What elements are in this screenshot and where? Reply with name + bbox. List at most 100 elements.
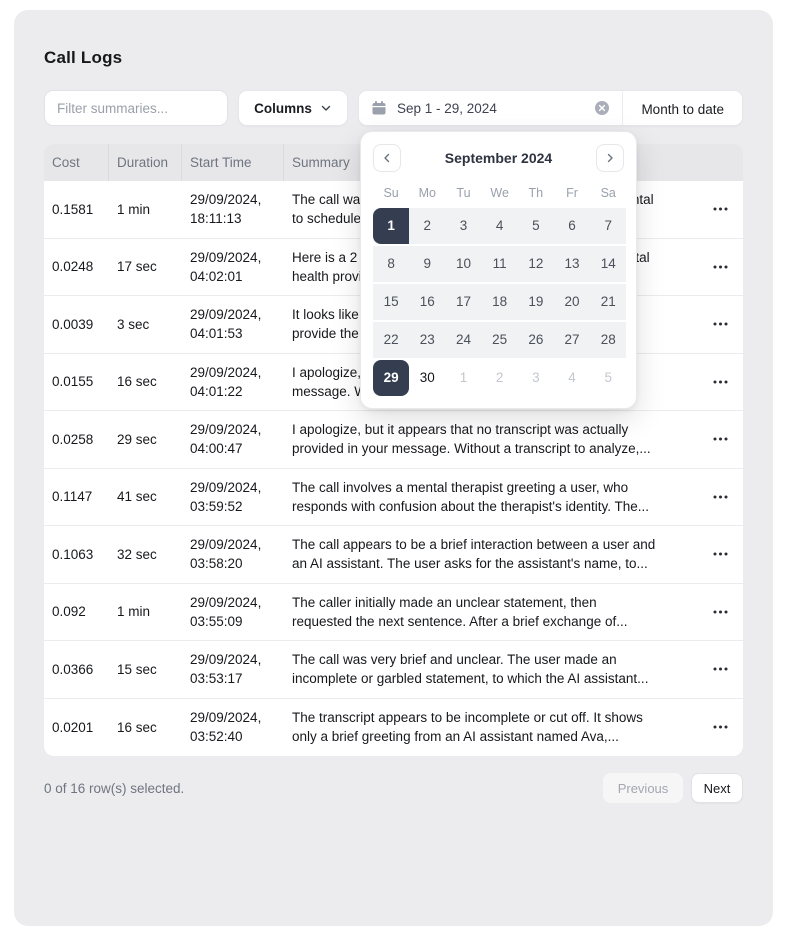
table-row[interactable]: 0.1147 41 sec 29/09/2024, 03:59:52 The ca… [44, 468, 743, 526]
ellipsis-icon [713, 552, 728, 556]
row-actions-menu-button[interactable] [706, 540, 734, 568]
calendar-day[interactable]: 4 [481, 208, 518, 244]
table-row[interactable]: 0.1063 32 sec 29/09/2024, 03:58:20 The ca… [44, 526, 743, 584]
cost-cell: 0.0201 [52, 719, 94, 735]
calendar-day[interactable]: 14 [590, 246, 627, 282]
weekday-label: Th [528, 186, 544, 200]
calendar-day[interactable]: 22 [373, 322, 410, 358]
clear-date-icon[interactable] [594, 100, 610, 116]
duration-cell: 16 sec [117, 374, 157, 390]
calendar-day[interactable]: 20 [553, 284, 591, 320]
row-actions-cell [689, 713, 743, 741]
duration-cell: 32 sec [117, 546, 157, 562]
ellipsis-icon [713, 380, 728, 384]
calendar-day[interactable]: 2 [495, 370, 504, 385]
row-actions-cell [689, 540, 743, 568]
pagination: Previous Next [603, 773, 743, 803]
calendar-day[interactable]: 3 [532, 370, 540, 385]
cost-cell: 0.0155 [52, 374, 94, 390]
ellipsis-icon [713, 610, 728, 614]
calendar-day[interactable]: 17 [445, 284, 482, 320]
weekday-label: Fr [566, 186, 578, 200]
ellipsis-icon [713, 667, 728, 671]
row-actions-menu-button[interactable] [706, 655, 734, 683]
row-actions-menu-button[interactable] [706, 253, 734, 281]
calendar-day[interactable]: 11 [481, 246, 518, 282]
next-page-button[interactable]: Next [691, 773, 743, 803]
table-row[interactable]: 0.092 1 min 29/09/2024, 03:55:09 The call… [44, 583, 743, 641]
columns-button[interactable]: Columns [238, 90, 348, 126]
calendar-day[interactable]: 29 [373, 360, 410, 396]
next-month-button[interactable] [596, 144, 624, 172]
date-range-button[interactable]: Sep 1 - 29, 2024 [359, 91, 624, 125]
calendar-day[interactable]: 27 [553, 322, 591, 358]
duration-cell: 17 sec [117, 259, 157, 275]
calendar-day[interactable]: 6 [553, 208, 591, 244]
month-to-date-label: Month to date [641, 101, 724, 117]
calendar-day[interactable]: 24 [445, 322, 482, 358]
calendar-day[interactable]: 5 [517, 208, 554, 244]
row-actions-menu-button[interactable] [706, 195, 734, 223]
calendar-day[interactable]: 19 [517, 284, 554, 320]
ellipsis-icon [713, 207, 728, 211]
start-time-cell: 29/09/2024, 03:59:52 [190, 479, 262, 514]
previous-page-button[interactable]: Previous [603, 773, 683, 803]
calendar-day[interactable]: 28 [590, 322, 627, 358]
calendar-day[interactable]: 3 [445, 208, 482, 244]
calendar-day[interactable]: 13 [553, 246, 591, 282]
calendar-day[interactable]: 10 [445, 246, 482, 282]
row-actions-cell [689, 598, 743, 626]
column-header-start-time[interactable]: Start Time [182, 144, 284, 181]
column-header-summary[interactable]: Summary [292, 155, 350, 170]
calendar-day[interactable]: 15 [373, 284, 410, 320]
calendar-weekday-row: Su Mo Tu We Th Fr Sa [373, 186, 624, 200]
calendar-day[interactable]: 4 [568, 370, 576, 385]
summary-cell: The call involves a mental therapist gre… [292, 479, 650, 514]
chevron-left-icon [381, 152, 393, 164]
row-actions-menu-button[interactable] [706, 598, 734, 626]
calendar-week-row: 8 9 10 11 12 13 14 [373, 246, 627, 282]
calendar-day[interactable]: 30 [419, 370, 435, 385]
start-time-cell: 29/09/2024, 04:02:01 [190, 249, 262, 284]
calendar-day[interactable]: 25 [481, 322, 518, 358]
table-row[interactable]: 0.0258 29 sec 29/09/2024, 04:00:47 I apol… [44, 411, 743, 469]
calendar-day[interactable]: 9 [409, 246, 446, 282]
page-title: Call Logs [44, 48, 123, 67]
table-footer: 0 of 16 row(s) selected. Previous Next [44, 773, 743, 803]
summary-cell: The call was very brief and unclear. The… [292, 652, 649, 687]
filter-summaries-input[interactable] [44, 90, 228, 126]
weekday-label: Sa [600, 186, 616, 200]
calendar-day[interactable]: 7 [590, 208, 627, 244]
start-time-cell: 29/09/2024, 03:55:09 [190, 594, 262, 629]
cost-cell: 0.0366 [52, 661, 94, 677]
calendar-day[interactable]: 1 [459, 370, 468, 385]
calendar-day[interactable]: 12 [517, 246, 554, 282]
calendar-day[interactable]: 23 [409, 322, 446, 358]
table-row[interactable]: 0.0201 16 sec 29/09/2024, 03:52:40 The tr… [44, 698, 743, 756]
row-actions-menu-button[interactable] [706, 310, 734, 338]
calendar-day[interactable]: 1 [373, 208, 410, 244]
calendar-icon [371, 100, 387, 116]
month-to-date-button[interactable]: Month to date [623, 91, 742, 125]
table-row[interactable]: 0.0366 15 sec 29/09/2024, 03:53:17 The ca… [44, 641, 743, 699]
calendar-day[interactable]: 26 [517, 322, 554, 358]
calendar-day[interactable]: 16 [409, 284, 446, 320]
calendar-day[interactable]: 8 [373, 246, 410, 282]
cost-cell: 0.0248 [52, 259, 94, 275]
calendar-day[interactable]: 21 [590, 284, 627, 320]
previous-month-button[interactable] [373, 144, 401, 172]
calendar-day[interactable]: 5 [604, 370, 612, 385]
column-header-cost[interactable]: Cost [44, 144, 109, 181]
row-actions-menu-button[interactable] [706, 483, 734, 511]
calendar-day[interactable]: 2 [409, 208, 446, 244]
start-time-cell: 29/09/2024, 18:11:13 [190, 192, 262, 227]
row-actions-menu-button[interactable] [706, 368, 734, 396]
row-actions-menu-button[interactable] [706, 425, 734, 453]
start-time-cell: 29/09/2024, 04:00:47 [190, 422, 262, 457]
summary-cell: The transcript appears to be incomplete … [292, 710, 643, 745]
column-header-duration[interactable]: Duration [109, 144, 182, 181]
weekday-label: Tu [456, 186, 471, 200]
weekday-label: Su [383, 186, 399, 200]
row-actions-menu-button[interactable] [706, 713, 734, 741]
calendar-day[interactable]: 18 [481, 284, 518, 320]
